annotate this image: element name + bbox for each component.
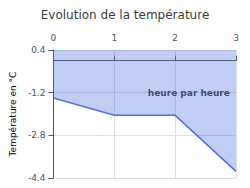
svg-text:-1.2: -1.2 [28, 88, 46, 98]
svg-text:Evolution de la température: Evolution de la température [41, 8, 210, 22]
svg-text:0.4: 0.4 [31, 45, 46, 55]
svg-text:-4.4: -4.4 [28, 173, 46, 183]
svg-text:3: 3 [233, 33, 239, 43]
svg-text:0: 0 [51, 33, 57, 43]
svg-text:1: 1 [111, 33, 117, 43]
svg-text:-2.8: -2.8 [28, 130, 46, 140]
svg-text:Température en °C: Température en °C [8, 72, 18, 158]
svg-text:2: 2 [172, 33, 178, 43]
